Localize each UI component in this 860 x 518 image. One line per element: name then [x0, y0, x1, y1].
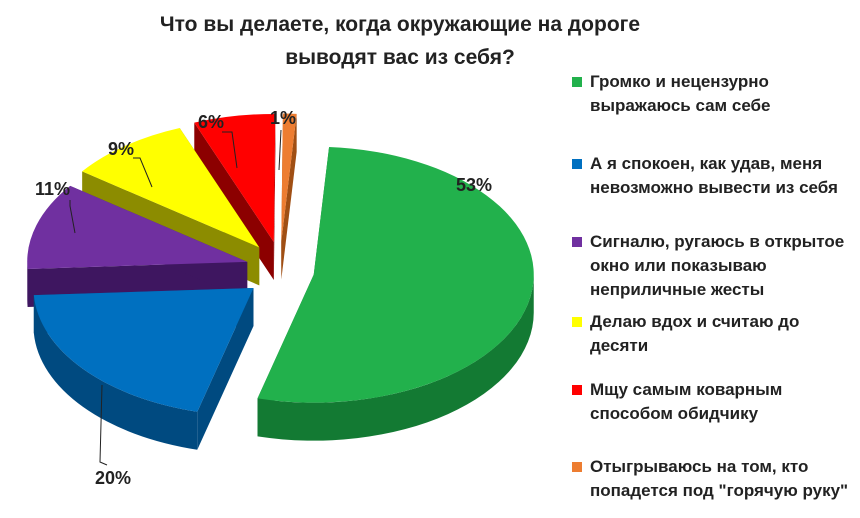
legend-label-2-line-2: невозможно вывести из себя: [590, 178, 838, 197]
pie-slice-top-1: [257, 146, 534, 403]
pie-slice-wall-5-2: [273, 113, 276, 280]
legend-label-6-line-2: попадется под "горячую руку": [590, 481, 849, 500]
legend-label-6-line-1: Отыгрываюсь на том, кто: [590, 457, 809, 476]
legend-swatch-3: [572, 237, 582, 247]
chart-title: Что вы делаете, когда окружающие на доро…: [90, 8, 710, 74]
legend-swatch-4: [572, 317, 582, 327]
data-label-1: 53%: [456, 175, 492, 195]
pie-slice-top-5: [194, 113, 276, 242]
leader-line-3: [69, 200, 76, 234]
pie-slice-6: [281, 113, 297, 280]
legend-label-5-line-2: способом обидчику: [590, 404, 759, 423]
legend-label-1-line-1: Громко и нецензурно: [590, 72, 769, 91]
data-label-5: 6%: [198, 112, 224, 132]
legend-swatch-5: [572, 385, 582, 395]
data-label-4: 9%: [108, 139, 134, 159]
legend-label-5-line-1: Мщу самым коварным: [590, 380, 783, 399]
pie-slice-rim-1: [257, 274, 534, 441]
pie-slice-top-3: [27, 185, 248, 270]
data-label-2: 20%: [95, 468, 131, 488]
legend-label-3-line-3: неприличные жесты: [590, 280, 765, 299]
legend-label-1: Громко и нецензурно выражаюсь сам себе: [590, 70, 771, 118]
leader-line-4: [133, 157, 153, 188]
leader-line-2: [99, 384, 108, 466]
pie-slice-3: [27, 185, 248, 308]
pie-slice-top-6: [281, 113, 297, 242]
pie-slice-top-4: [82, 128, 260, 248]
legend-swatch-6: [572, 462, 582, 472]
legend-label-4: Делаю вдох и считаю до десяти: [590, 310, 799, 358]
chart-title-line-1: Что вы делаете, когда окружающие на доро…: [159, 13, 641, 36]
legend-label-6: Отыгрываюсь на том, кто попадется под "го…: [590, 455, 848, 503]
pie-slice-top-2: [33, 288, 254, 412]
data-label-6: 1%: [270, 108, 296, 128]
pie-slice-1: [257, 146, 534, 441]
legend-label-2: А я спокоен, как удав, меня невозможно вы…: [590, 152, 838, 200]
legend-label-3-line-1: Сигналю, ругаюсь в открытое: [590, 232, 845, 251]
legend-label-1-line-2: выражаюсь сам себе: [590, 96, 771, 115]
leader-line-6: [278, 129, 282, 171]
chart-title-line-2: выводят вас из себя?: [285, 46, 515, 69]
leader-line-5: [222, 131, 238, 169]
pie-slice-wall-2-1: [197, 288, 254, 450]
pie-slice-wall-6-2: [281, 113, 297, 280]
legend-swatch-2: [572, 159, 582, 169]
legend-label-4-line-1: Делаю вдох и считаю до: [590, 312, 800, 331]
legend-swatch-1: [572, 77, 582, 87]
pie-slice-2: [33, 288, 254, 450]
legend-label-4-line-2: десяти: [590, 336, 649, 355]
legend-label-3: Сигналю, ругаюсь в открытое окно или пока…: [590, 230, 844, 302]
legend-label-2-line-1: А я спокоен, как удав, меня: [590, 154, 823, 173]
data-label-3: 11%: [35, 179, 70, 199]
pie-slice-rim-2: [33, 295, 198, 450]
legend-label-3-line-2: окно или показываю: [590, 256, 767, 275]
legend-label-5: Мщу самым коварным способом обидчику: [590, 378, 782, 426]
